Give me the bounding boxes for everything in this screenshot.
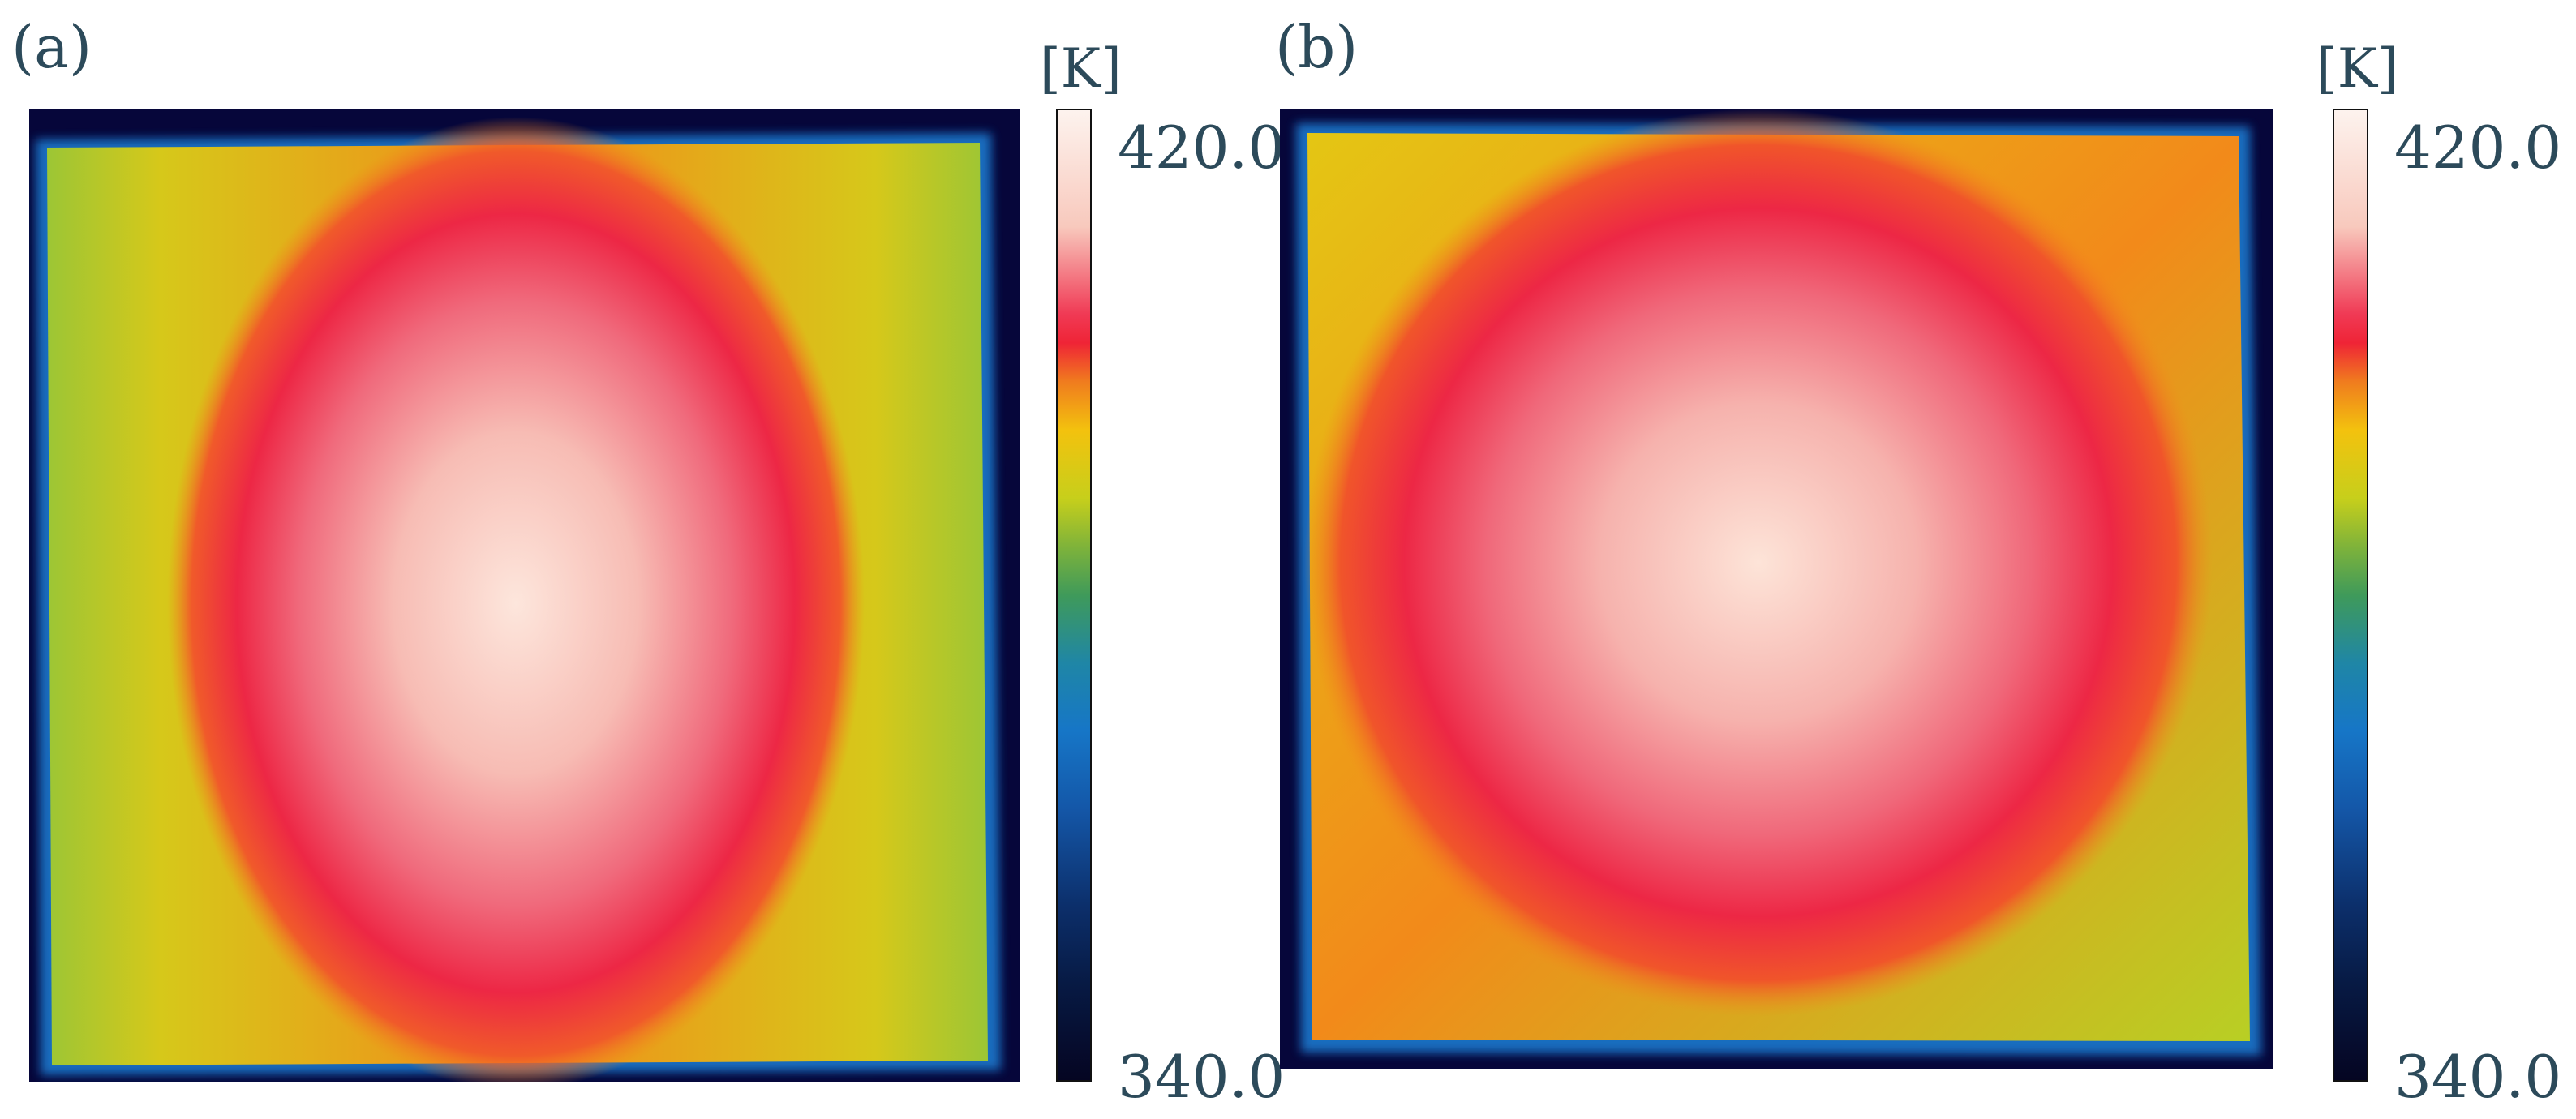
thermal-image-b-graphic	[1296, 109, 2261, 1056]
colorbar-a	[1056, 109, 1092, 1082]
thermal-image-a-graphic	[36, 117, 1001, 1082]
thermal-image-a	[29, 109, 1020, 1082]
thermal-image-b	[1280, 109, 2273, 1069]
colorbar-a-max: 420.0	[1118, 114, 1286, 182]
colorbar-b-max: 420.0	[2394, 114, 2562, 182]
colorbar-a-min: 340.0	[1118, 1043, 1286, 1111]
colorbar-a-unit: [K]	[1040, 37, 1122, 100]
panel-b-label: (b)	[1275, 13, 1359, 81]
colorbar-b-min: 340.0	[2394, 1043, 2562, 1111]
panel-a-label: (a)	[11, 13, 92, 81]
colorbar-b-unit: [K]	[2316, 37, 2398, 100]
colorbar-b	[2333, 109, 2368, 1082]
